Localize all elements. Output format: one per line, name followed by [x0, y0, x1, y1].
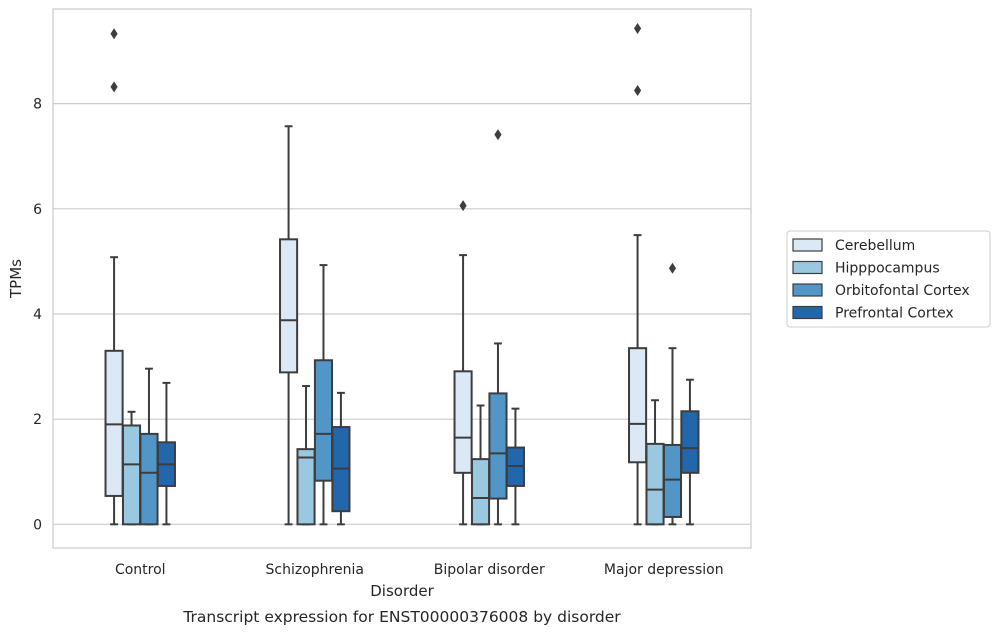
legend-label: Cerebellum [835, 238, 915, 254]
outlier-point [633, 85, 642, 97]
legend: Cerebellum Hipppocampus Orbitofontal Corte… [786, 230, 991, 328]
box-iqr [313, 359, 334, 482]
legend-swatch [792, 238, 823, 252]
chart-caption: Transcript expression for ENST0000037600… [182, 608, 621, 626]
legend-item: Cerebellum [792, 238, 915, 254]
outlier-point [633, 22, 642, 34]
x-tick-label: Bipolar disorder [434, 562, 545, 578]
legend-frame [786, 230, 991, 328]
legend-swatch [792, 260, 823, 275]
box-iqr [121, 424, 142, 526]
outlier-point [110, 28, 118, 40]
box-iqr [453, 370, 473, 474]
x-axis-label: Disorder [370, 582, 434, 600]
box-prefrontal-cortex-control [156, 381, 176, 526]
outlier-point [459, 200, 467, 212]
legend-item: Hipppocampus [792, 260, 940, 277]
y-tick-labels: 0 2 4 6 8 [33, 97, 42, 534]
y-axis-label: TPMs [7, 259, 25, 299]
x-tick-label: Major depression [604, 562, 724, 578]
legend-item: Prefrontal Cortex [792, 305, 954, 322]
legend-label: Prefrontal Cortex [835, 306, 954, 322]
box-iqr [139, 432, 159, 526]
box-cerebellum-bipolar-disorder [453, 200, 473, 526]
box-iqr [279, 238, 299, 374]
x-tick-labels: Control Schizophrenia Bipolar disorder Majo… [115, 562, 724, 578]
outlier-point [668, 262, 677, 274]
box-orbitofontal-cortex-major-depression [662, 262, 683, 526]
box-cerebellum-schizophrenia [279, 125, 299, 526]
box-orbitofontal-cortex-control [139, 367, 159, 526]
x-tick-label: Control [115, 562, 166, 578]
box-iqr [645, 442, 665, 526]
box-iqr [470, 458, 491, 526]
box-orbitofontal-cortex-bipolar-disorder [488, 129, 508, 526]
x-tick-label: Schizophrenia [266, 562, 364, 578]
plot-frame [52, 8, 752, 549]
box-iqr [662, 443, 683, 518]
boxes-layer [104, 22, 700, 526]
y-tick-label: 0 [33, 517, 42, 533]
legend-label: Orbitofontal Cortex [835, 283, 970, 299]
y-tick-label: 4 [33, 307, 42, 323]
box-iqr [628, 347, 648, 464]
box-hipppocampus-schizophrenia [296, 385, 316, 526]
box-iqr [680, 410, 700, 474]
box-prefrontal-cortex-major-depression [680, 378, 700, 526]
box-iqr [104, 349, 124, 497]
legend-item: Orbitofontal Cortex [792, 283, 970, 299]
y-tick-label: 6 [33, 202, 42, 218]
box-hipppocampus-bipolar-disorder [470, 404, 491, 526]
box-hipppocampus-control [121, 410, 142, 526]
box-iqr [488, 392, 508, 500]
box-prefrontal-cortex-schizophrenia [331, 391, 351, 526]
legend-label: Hipppocampus [835, 261, 940, 277]
box-prefrontal-cortex-bipolar-disorder [505, 407, 525, 526]
box-iqr [296, 448, 316, 526]
outlier-point [110, 81, 118, 93]
outlier-point [494, 129, 502, 141]
box-cerebellum-control [104, 28, 124, 526]
y-tick-label: 8 [33, 97, 42, 113]
box-cerebellum-major-depression [628, 22, 648, 526]
legend-swatch [792, 305, 823, 320]
box-orbitofontal-cortex-schizophrenia [313, 264, 334, 526]
y-tick-label: 2 [33, 412, 42, 428]
legend-swatch [792, 283, 823, 297]
